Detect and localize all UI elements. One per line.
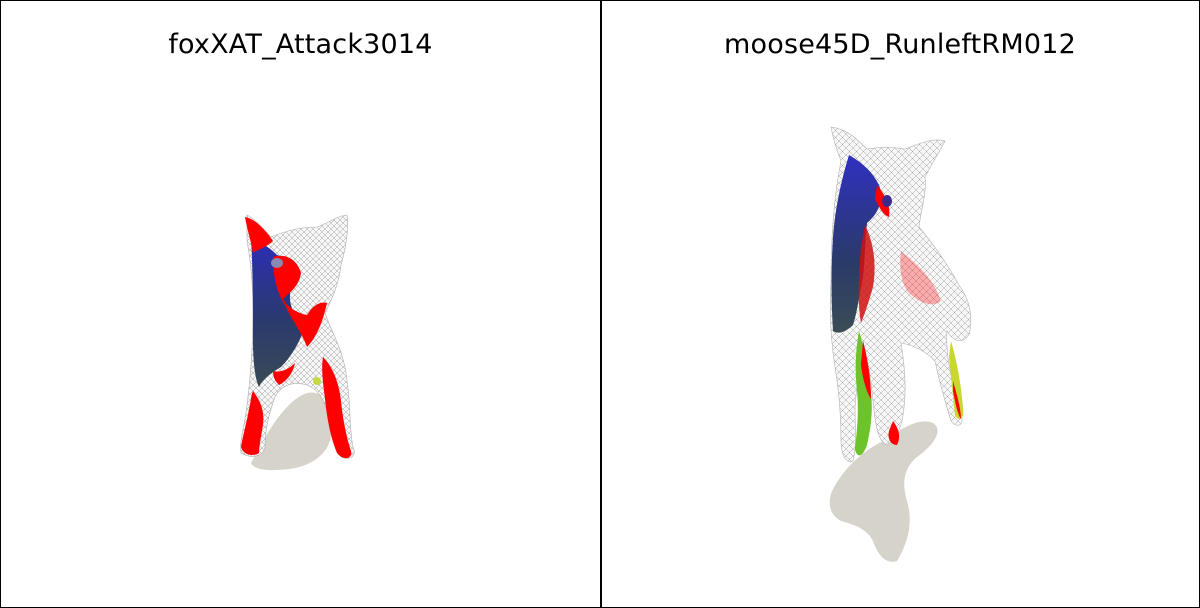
fox-red-head	[245, 217, 273, 253]
moose-blue-region	[831, 155, 882, 333]
fox-green-spot	[313, 377, 321, 385]
fox-red-chest	[273, 363, 295, 385]
viewport-title: moose45D_RunleftRM012	[724, 29, 1076, 60]
moose-leg-back-right-red	[953, 381, 961, 419]
viewport-right[interactable]: moose45D_RunleftRM012	[601, 1, 1199, 607]
fox-red-foreleg-right	[322, 357, 352, 459]
moose-scene	[829, 126, 972, 562]
moose-shadow	[829, 421, 938, 562]
fox-red-foreleg-left	[241, 391, 264, 455]
viewport-title: foxXAT_Attack3014	[168, 29, 433, 60]
moose-leg-back-right	[949, 341, 964, 420]
moose-leg-front-left	[855, 331, 872, 456]
moose-eye	[882, 195, 892, 207]
fox-eye	[271, 258, 283, 268]
moose-red-chest	[858, 225, 875, 323]
fox-red-neck	[273, 255, 327, 347]
fox-scene	[240, 214, 355, 471]
fox-shadow	[251, 392, 332, 471]
moose-red-belly	[900, 251, 941, 305]
viewport-left[interactable]: foxXAT_Attack3014	[1, 1, 600, 607]
moose-hoof-front	[888, 421, 900, 445]
viewport-divider	[600, 1, 602, 607]
moose-leg-front-left-red	[861, 341, 871, 399]
